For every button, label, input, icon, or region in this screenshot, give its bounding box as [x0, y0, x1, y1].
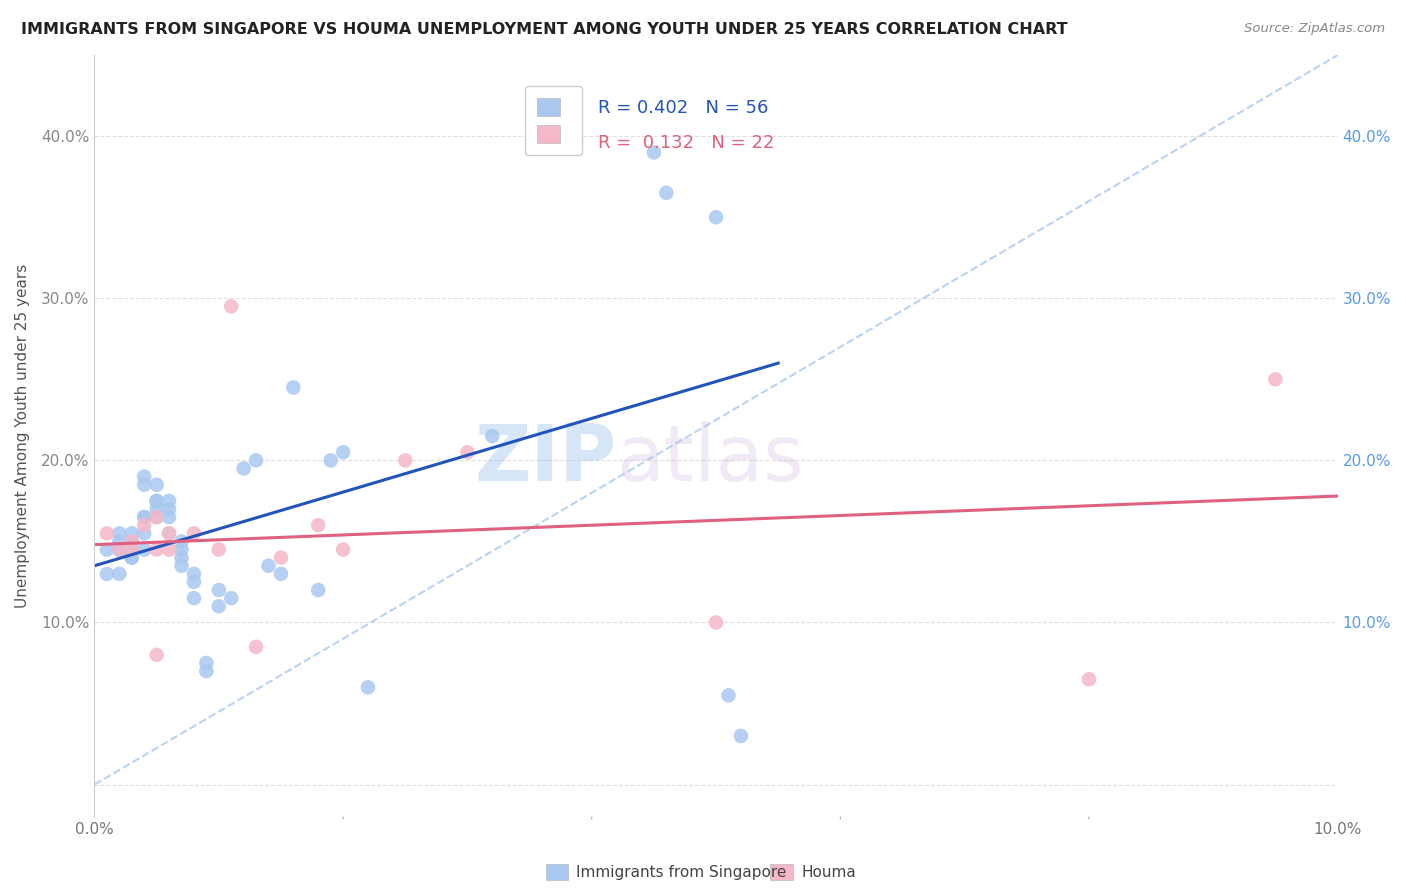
Point: [145, 542, 167, 557]
Point: [208, 583, 231, 598]
Point: [96, 526, 118, 541]
Point: [307, 518, 329, 533]
Point: [121, 534, 143, 549]
Point: [121, 534, 143, 549]
Point: [108, 542, 131, 557]
Point: [170, 542, 193, 557]
Point: [108, 542, 131, 557]
Legend: , : ,: [526, 87, 582, 155]
Point: [332, 542, 354, 557]
Point: [717, 689, 740, 703]
Point: [219, 299, 242, 313]
Point: [157, 510, 180, 524]
Point: [245, 640, 267, 654]
Point: [170, 558, 193, 573]
Point: [145, 648, 167, 662]
Point: [108, 534, 131, 549]
Point: [319, 453, 342, 467]
Point: [145, 510, 167, 524]
Text: Source: ZipAtlas.com: Source: ZipAtlas.com: [1244, 22, 1385, 36]
Point: [704, 615, 727, 630]
Point: [1264, 372, 1286, 386]
Point: [145, 494, 167, 508]
Point: [108, 542, 131, 557]
Point: [270, 550, 292, 565]
Point: [157, 526, 180, 541]
Y-axis label: Unemployment Among Youth under 25 years: Unemployment Among Youth under 25 years: [15, 264, 30, 608]
Point: [96, 542, 118, 557]
Point: [245, 453, 267, 467]
Point: [357, 681, 380, 695]
Point: [157, 494, 180, 508]
Point: [655, 186, 678, 200]
Point: [145, 494, 167, 508]
Point: [121, 542, 143, 557]
Point: [170, 550, 193, 565]
Point: [134, 542, 156, 557]
Point: [1078, 672, 1101, 686]
Point: [183, 591, 205, 606]
Point: [208, 599, 231, 614]
Text: atlas: atlas: [617, 421, 804, 497]
Point: [232, 461, 254, 475]
Text: R =  0.132   N = 22: R = 0.132 N = 22: [598, 134, 775, 152]
Point: [145, 477, 167, 491]
Point: [134, 526, 156, 541]
Point: [195, 656, 218, 670]
Point: [183, 526, 205, 541]
Point: [145, 502, 167, 516]
Point: [108, 566, 131, 581]
Point: [270, 566, 292, 581]
Point: [332, 445, 354, 459]
Point: [121, 550, 143, 565]
Point: [134, 518, 156, 533]
Text: IMMIGRANTS FROM SINGAPORE VS HOUMA UNEMPLOYMENT AMONG YOUTH UNDER 25 YEARS CORRE: IMMIGRANTS FROM SINGAPORE VS HOUMA UNEMP…: [21, 22, 1067, 37]
Point: [481, 429, 503, 443]
Point: [183, 574, 205, 589]
Point: [643, 145, 665, 160]
Point: [121, 542, 143, 557]
Text: R = 0.402   N = 56: R = 0.402 N = 56: [598, 99, 768, 118]
Point: [183, 566, 205, 581]
Point: [108, 526, 131, 541]
Point: [134, 477, 156, 491]
Point: [394, 453, 416, 467]
Point: [134, 510, 156, 524]
Text: ZIP: ZIP: [474, 421, 617, 497]
Point: [96, 566, 118, 581]
Point: [456, 445, 478, 459]
Point: [704, 211, 727, 225]
Point: [157, 502, 180, 516]
Point: [121, 542, 143, 557]
Point: [283, 380, 305, 394]
Point: [730, 729, 752, 743]
Point: [208, 542, 231, 557]
Point: [219, 591, 242, 606]
Point: [157, 526, 180, 541]
Point: [121, 550, 143, 565]
Text: Houma: Houma: [801, 865, 856, 880]
Point: [195, 664, 218, 678]
Point: [307, 583, 329, 598]
Point: [134, 510, 156, 524]
Point: [134, 469, 156, 483]
Point: [257, 558, 280, 573]
Point: [121, 542, 143, 557]
Point: [121, 526, 143, 541]
Point: [170, 534, 193, 549]
Point: [145, 510, 167, 524]
Point: [157, 542, 180, 557]
Text: Immigrants from Singapore: Immigrants from Singapore: [576, 865, 787, 880]
